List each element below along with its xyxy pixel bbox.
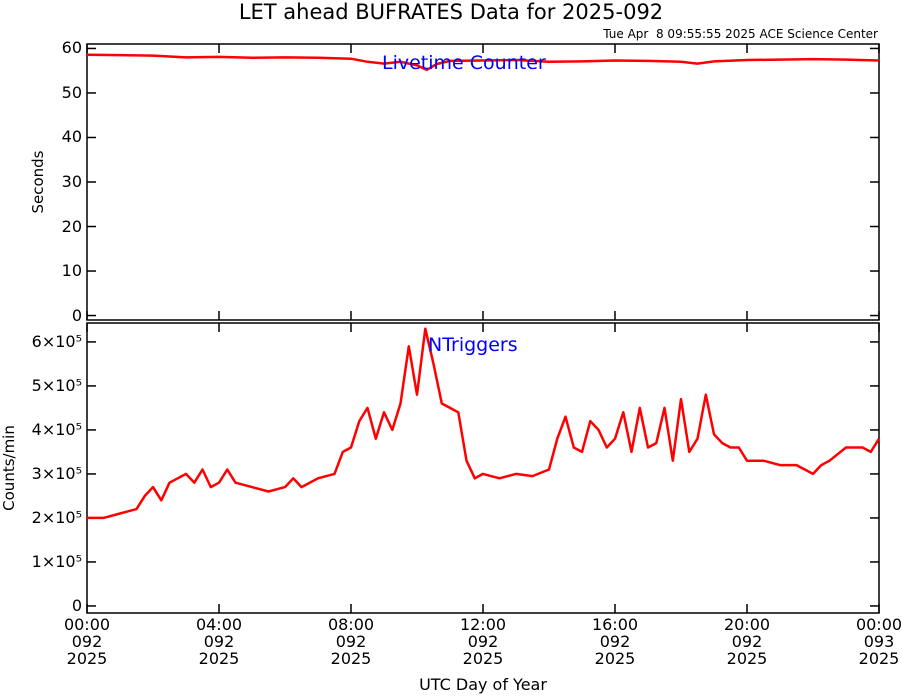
annotation: Livetime Counter bbox=[382, 52, 546, 74]
annotation: NTriggers bbox=[428, 334, 518, 356]
x-tick-label: 00:00 093 2025 bbox=[855, 615, 902, 668]
data-line bbox=[86, 53, 880, 72]
y-tick-label: 3×10⁵ bbox=[31, 463, 82, 483]
y-axis-label: Counts/min bbox=[0, 425, 18, 511]
x-tick-label: 20:00 092 2025 bbox=[723, 615, 771, 668]
y-tick-label: 0 bbox=[71, 595, 82, 615]
chart-title: LET ahead BUFRATES Data for 2025-092 bbox=[238, 0, 664, 24]
y-tick-label: 0 bbox=[71, 305, 82, 325]
y-tick-label: 10 bbox=[61, 261, 82, 281]
y-tick-label: 50 bbox=[61, 82, 82, 102]
y-tick-label: 40 bbox=[61, 127, 82, 147]
x-axis-label: UTC Day of Year bbox=[419, 675, 547, 694]
x-tick-label: 16:00 092 2025 bbox=[591, 615, 639, 668]
data-line bbox=[87, 327, 881, 520]
y-tick-label: 6×10⁵ bbox=[31, 331, 82, 351]
x-tick-label: 12:00 092 2025 bbox=[459, 615, 507, 668]
chart-subtitle: Tue Apr 8 09:55:55 2025 ACE Science Cent… bbox=[603, 27, 878, 41]
y-axis-label: Seconds bbox=[29, 150, 47, 213]
y-tick-label: 5×10⁵ bbox=[31, 375, 82, 395]
x-tick-label: 08:00 092 2025 bbox=[327, 615, 375, 668]
plot-frame bbox=[86, 322, 880, 614]
plot-frame bbox=[86, 43, 880, 321]
y-tick-label: 30 bbox=[61, 172, 82, 191]
x-tick-label: 00:00 092 2025 bbox=[63, 615, 111, 668]
y-tick-label: 20 bbox=[61, 216, 82, 236]
y-tick-label: 4×10⁵ bbox=[31, 419, 82, 439]
y-tick-label: 60 bbox=[61, 38, 82, 58]
y-tick-label: 2×10⁵ bbox=[31, 507, 82, 527]
x-tick-label: 04:00 092 2025 bbox=[195, 615, 243, 668]
y-tick-label: 1×10⁵ bbox=[31, 551, 82, 571]
